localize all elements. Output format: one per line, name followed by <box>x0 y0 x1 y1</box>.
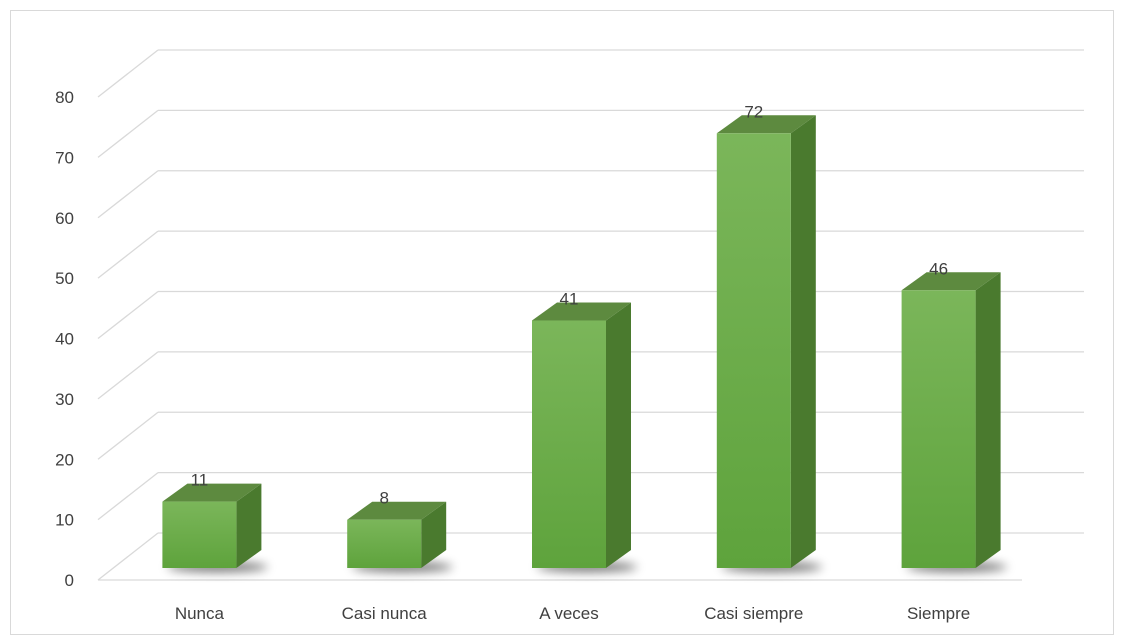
bar-front <box>716 133 791 569</box>
y-tick-label: 20 <box>55 450 74 469</box>
gridline-depth <box>97 351 159 400</box>
bar-front <box>532 320 606 568</box>
data-label: 72 <box>744 102 763 121</box>
floor-edge <box>97 532 159 581</box>
bar-nunca <box>162 483 268 572</box>
bar-side <box>975 272 1001 568</box>
labels: 11 Nunca 8 Casi nunca 41 A veces 72 Casi siempr… <box>175 102 970 623</box>
bar-front <box>901 290 976 568</box>
x-tick-label: Nunca <box>175 604 225 623</box>
bar-top <box>532 302 631 321</box>
bar-top <box>347 501 447 520</box>
gridline-depth <box>97 411 159 460</box>
data-label: 8 <box>379 489 388 508</box>
bar-side <box>421 501 447 568</box>
data-label: 46 <box>929 259 948 278</box>
bar-casi-siempre <box>716 115 823 572</box>
bar-side <box>790 115 816 569</box>
y-tick-label: 60 <box>55 209 74 228</box>
gridline-depth <box>97 290 159 340</box>
bars <box>162 115 1007 572</box>
bar-front <box>162 501 237 568</box>
y-tick-label: 80 <box>55 88 74 107</box>
y-tick-label: 10 <box>55 511 74 530</box>
y-tick-label: 70 <box>55 148 74 167</box>
gridline-depth <box>97 472 159 521</box>
gridline-depth <box>97 230 159 279</box>
bar-casi-nunca <box>347 501 453 572</box>
bar-side <box>606 302 631 568</box>
y-tick-label: 40 <box>55 330 74 349</box>
bar-top <box>162 483 262 502</box>
y-tick-label: 0 <box>65 571 74 590</box>
x-tick-label: Casi siempre <box>704 604 803 623</box>
x-tick-label: A veces <box>539 604 599 623</box>
data-label: 41 <box>560 289 579 308</box>
bar-siempre <box>901 272 1007 572</box>
bar-top <box>901 272 1001 291</box>
y-tick-label: 30 <box>55 390 74 409</box>
y-tick-label: 50 <box>55 269 74 288</box>
data-label: 11 <box>191 471 209 490</box>
bar-front <box>347 519 422 568</box>
bar-side <box>236 483 262 568</box>
bar-top <box>716 115 816 134</box>
gridline-depth <box>97 170 159 219</box>
gridline-depth <box>97 109 159 158</box>
y-axis: 0 10 20 30 40 50 60 70 80 <box>55 88 74 590</box>
bar-a-veces <box>532 302 638 572</box>
x-tick-label: Siempre <box>907 604 970 623</box>
gridline-depth <box>97 49 159 98</box>
x-tick-label: Casi nunca <box>342 604 428 623</box>
